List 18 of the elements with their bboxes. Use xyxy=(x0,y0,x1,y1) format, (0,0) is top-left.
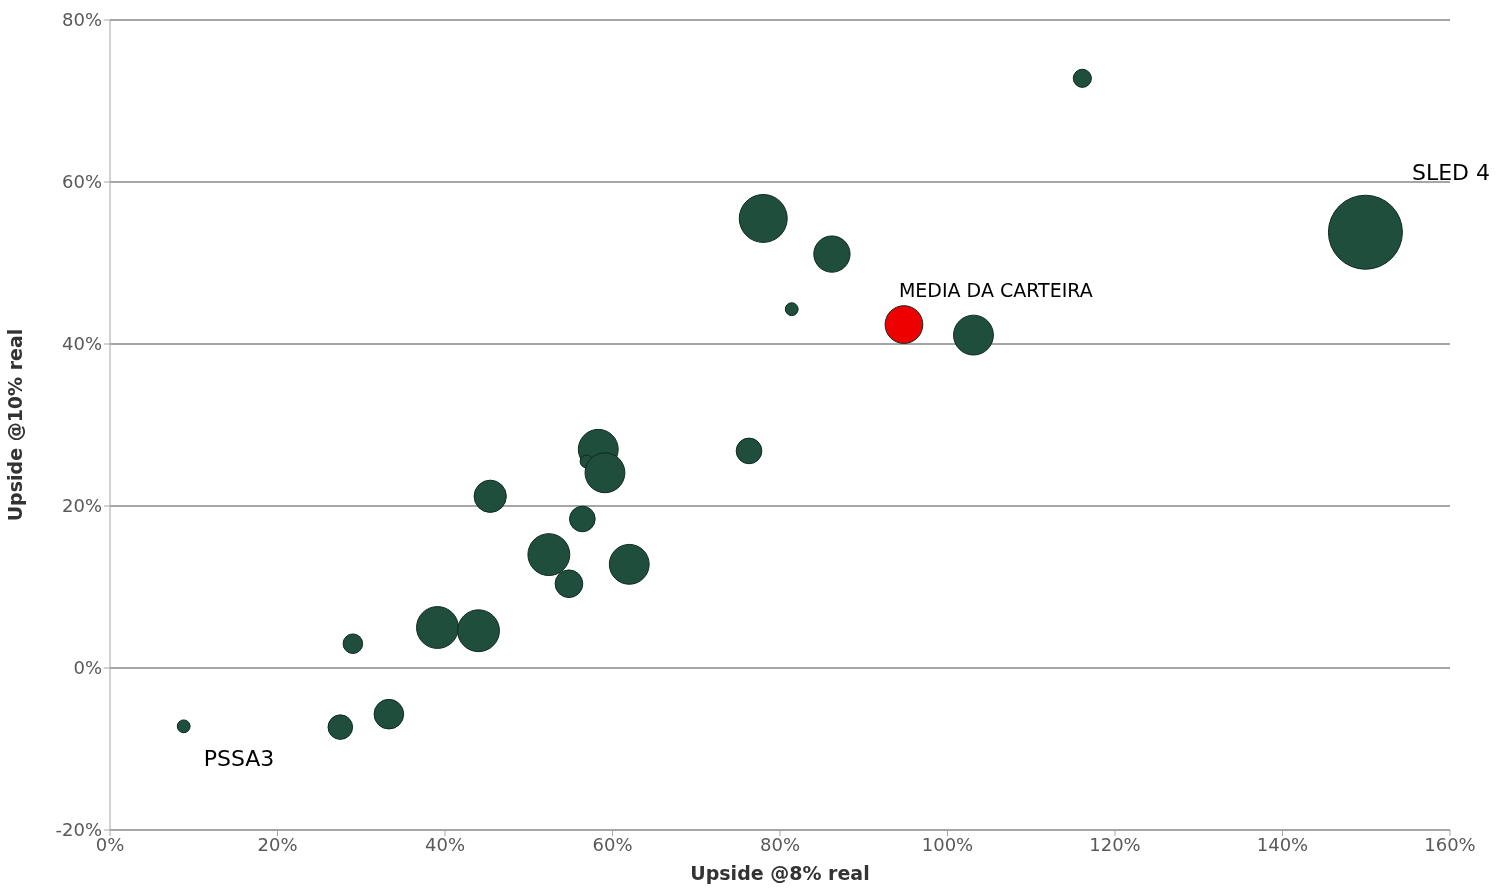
x-tick-label: 160% xyxy=(1424,833,1476,855)
y-tick-label: 20% xyxy=(61,495,102,517)
x-tick-label: 100% xyxy=(921,833,974,855)
x-tick-label: 20% xyxy=(257,833,298,855)
y-axis-title: Upside @10% real xyxy=(3,328,26,522)
y-tick-label: 60% xyxy=(61,171,102,193)
annotation: SLED 4 xyxy=(1411,160,1490,185)
x-tick-label: 120% xyxy=(1089,833,1141,855)
y-tick-label: 0% xyxy=(73,657,102,679)
x-tick-label: 40% xyxy=(424,833,466,855)
x-tick-label: 140% xyxy=(1256,833,1309,855)
annotation: MEDIA DA CARTEIRA xyxy=(898,278,1093,301)
y-tick-label: 80% xyxy=(61,9,102,31)
y-tick-label: 40% xyxy=(61,333,102,355)
x-axis-title: Upside @8% real xyxy=(690,862,870,884)
x-tick-label: 60% xyxy=(592,833,633,855)
x-tick-label: 80% xyxy=(759,833,801,855)
annotation: PSSA3 xyxy=(203,746,275,772)
